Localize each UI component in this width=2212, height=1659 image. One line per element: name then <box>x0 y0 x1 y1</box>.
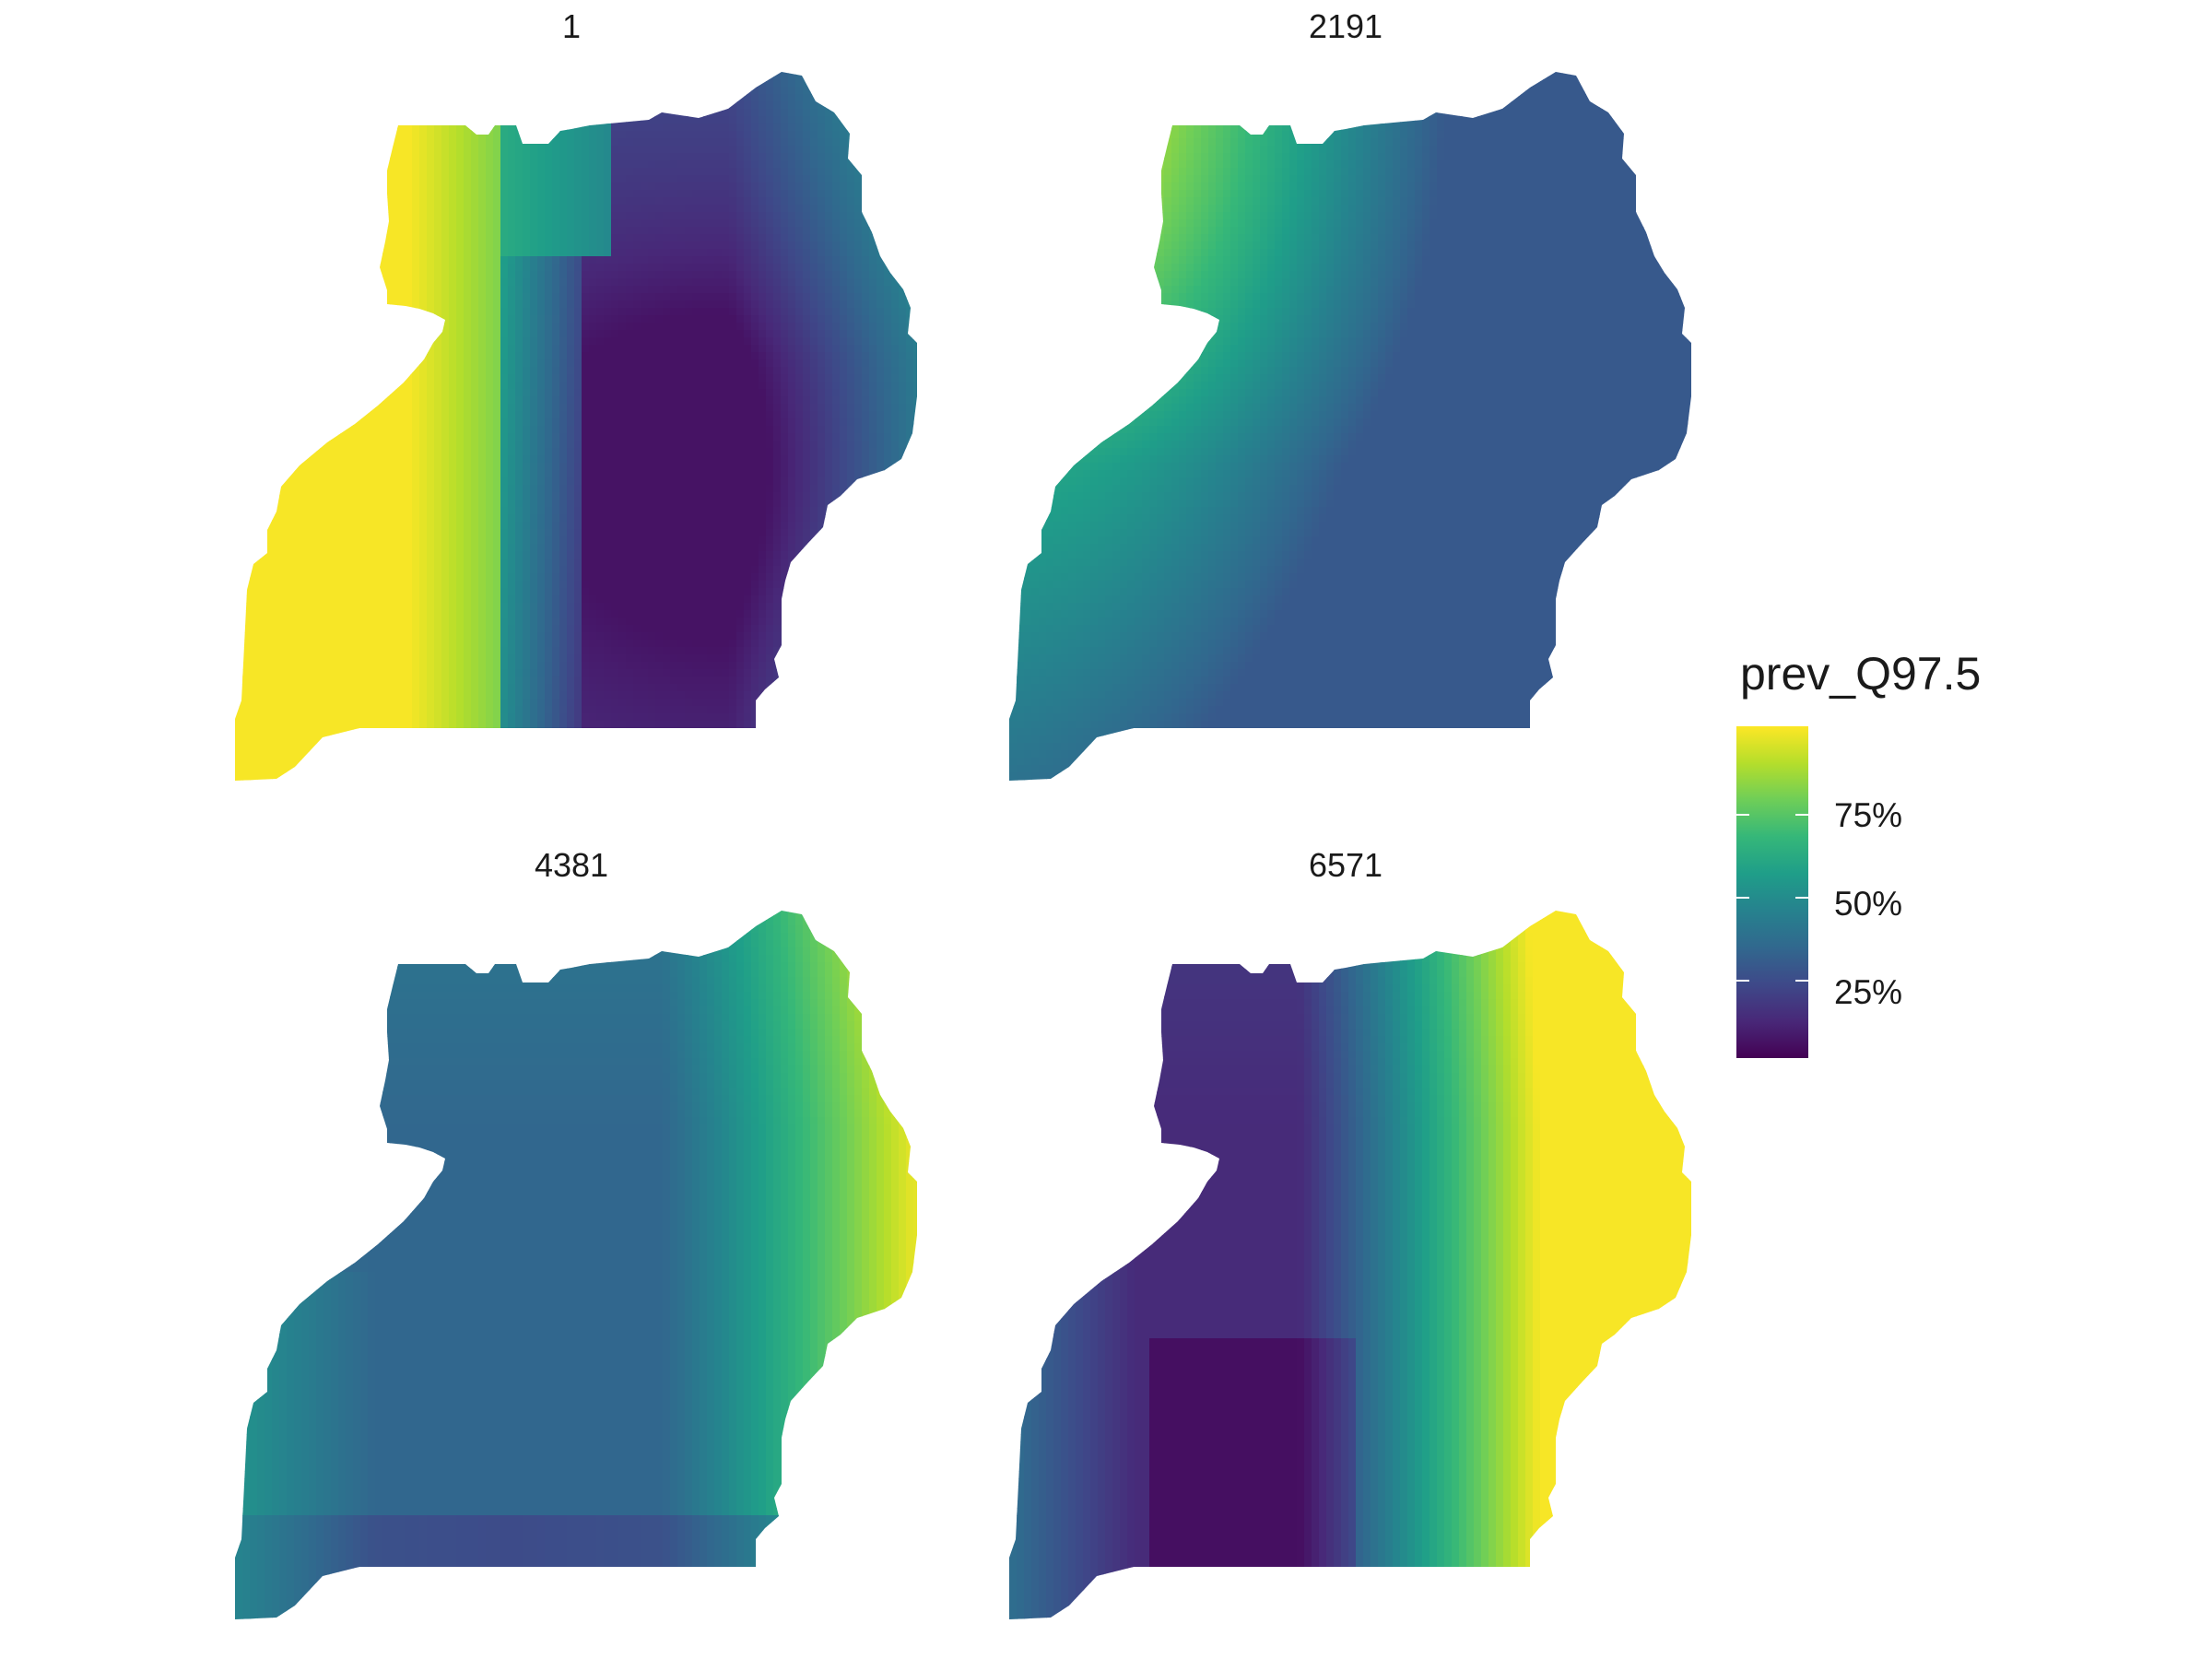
legend-title: prev_Q97.5 <box>1740 647 1981 700</box>
panel-title-3: 4381 <box>295 846 848 885</box>
legend-colorbar <box>1736 726 1808 1058</box>
legend-tick-label-75: 75% <box>1834 798 1902 832</box>
legend-tick-label-50: 50% <box>1834 887 1902 921</box>
legend-gradient <box>1736 726 1808 1058</box>
legend-tick-label-25: 25% <box>1834 975 1902 1009</box>
map-panel-1 <box>235 72 917 781</box>
map-panel-2 <box>1009 72 1691 781</box>
panel-title-1: 1 <box>295 7 848 46</box>
map-panel-3 <box>235 911 917 1619</box>
panel-title-4: 6571 <box>1069 846 1622 885</box>
map-panel-4 <box>1009 911 1691 1619</box>
panel-title-2: 2191 <box>1069 7 1622 46</box>
